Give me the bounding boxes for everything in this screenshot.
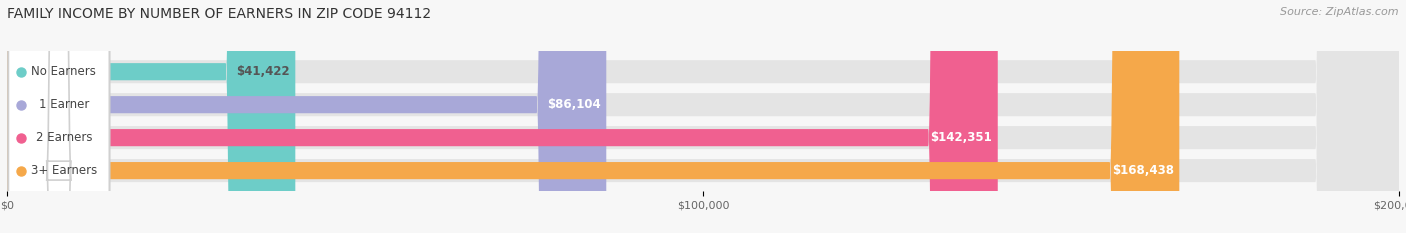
Text: $86,104: $86,104 bbox=[547, 98, 600, 111]
FancyBboxPatch shape bbox=[7, 0, 295, 233]
Text: No Earners: No Earners bbox=[31, 65, 97, 78]
FancyBboxPatch shape bbox=[8, 0, 110, 233]
FancyBboxPatch shape bbox=[7, 0, 1399, 233]
FancyBboxPatch shape bbox=[7, 0, 1399, 233]
Text: Source: ZipAtlas.com: Source: ZipAtlas.com bbox=[1281, 7, 1399, 17]
FancyBboxPatch shape bbox=[8, 0, 110, 233]
Text: FAMILY INCOME BY NUMBER OF EARNERS IN ZIP CODE 94112: FAMILY INCOME BY NUMBER OF EARNERS IN ZI… bbox=[7, 7, 432, 21]
FancyBboxPatch shape bbox=[8, 0, 110, 233]
FancyBboxPatch shape bbox=[7, 0, 606, 233]
Text: $142,351: $142,351 bbox=[931, 131, 993, 144]
FancyBboxPatch shape bbox=[8, 0, 110, 233]
Text: 1 Earner: 1 Earner bbox=[39, 98, 89, 111]
FancyBboxPatch shape bbox=[7, 0, 998, 233]
Text: $168,438: $168,438 bbox=[1112, 164, 1174, 177]
Text: $41,422: $41,422 bbox=[236, 65, 290, 78]
FancyBboxPatch shape bbox=[7, 0, 1399, 233]
Text: 2 Earners: 2 Earners bbox=[35, 131, 93, 144]
FancyBboxPatch shape bbox=[7, 0, 1399, 233]
FancyBboxPatch shape bbox=[7, 0, 1180, 233]
Text: 3+ Earners: 3+ Earners bbox=[31, 164, 97, 177]
